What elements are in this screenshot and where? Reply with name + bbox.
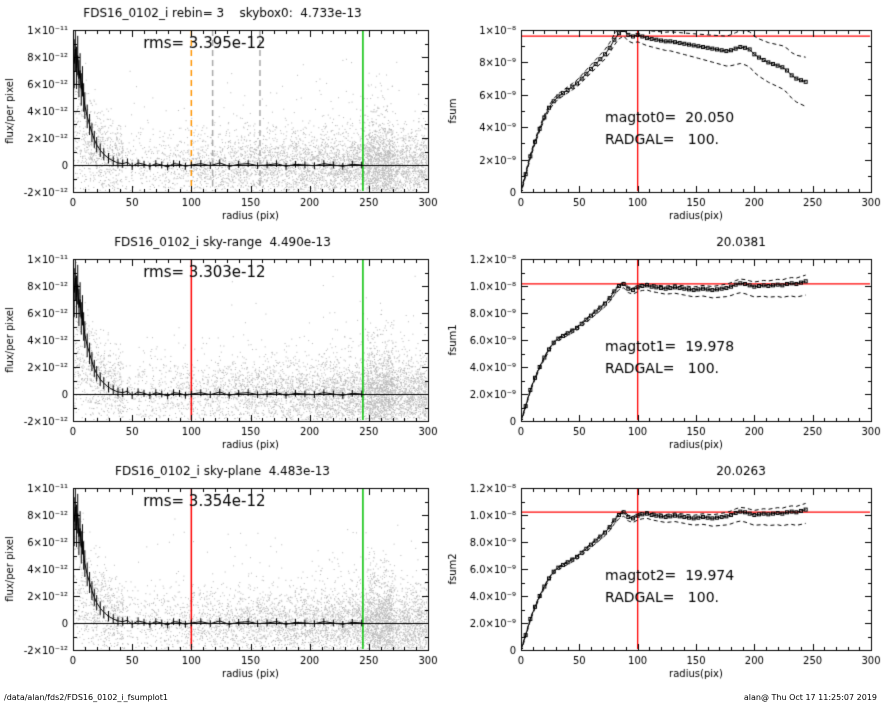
- panel-growth-curve-fsum0: [443, 0, 885, 229]
- panel-growth-curve-fsum1: [443, 229, 885, 458]
- panel-flux-profile-skybox0: [0, 0, 442, 229]
- footer-file-path: /data/alan/fds2/FDS16_0102_i_fsumplot1: [4, 693, 168, 702]
- panel-flux-profile-skyrange: [0, 229, 442, 458]
- panel-growth-curve-fsum2: [443, 458, 885, 687]
- footer-user-timestamp: alan@ Thu Oct 17 11:25:07 2019: [743, 693, 877, 702]
- panel-flux-profile-skyplane: [0, 458, 442, 687]
- plot-footer: /data/alan/fds2/FDS16_0102_i_fsumplot1 a…: [0, 687, 885, 708]
